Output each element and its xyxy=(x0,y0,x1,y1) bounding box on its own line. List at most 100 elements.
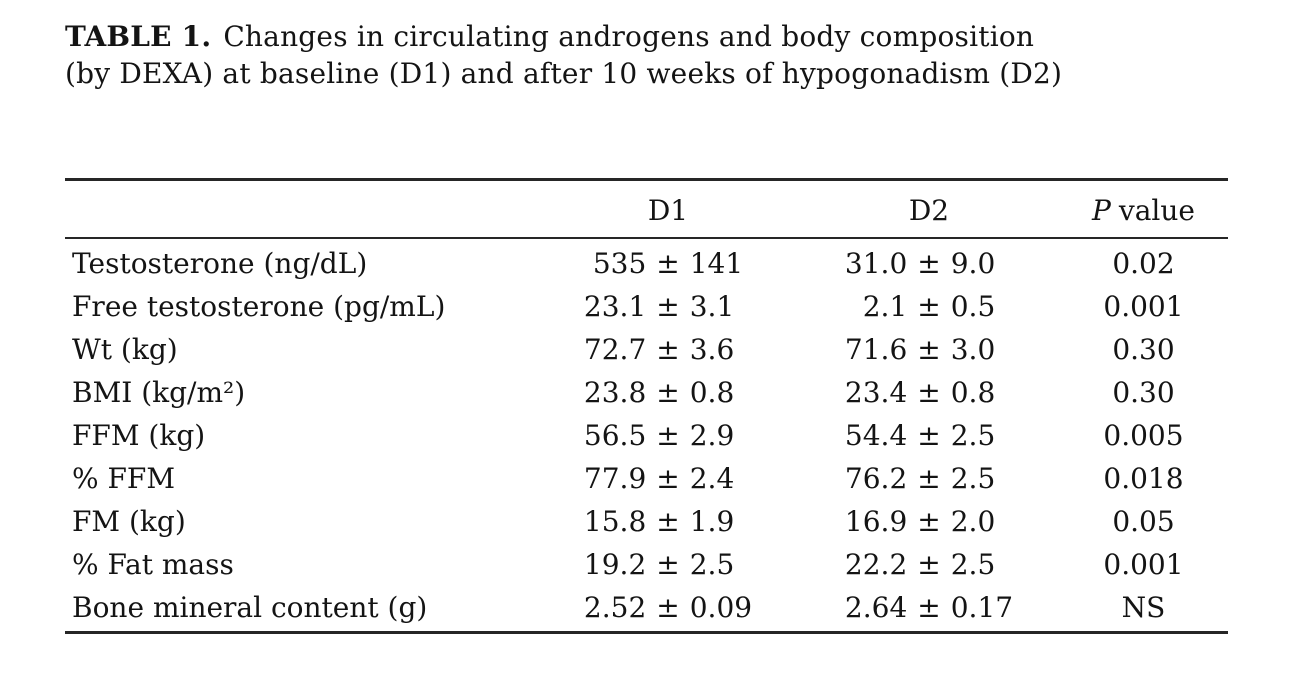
d1-cell: 2.52 ±0.09 xyxy=(537,586,799,633)
plus-minus: ± xyxy=(917,376,941,409)
sd-value: 2.9 xyxy=(689,419,735,452)
table-row: % Fat mass 19.2 ±2.5 22.2 ±2.5 0.001 xyxy=(65,543,1228,586)
d1-cell: 23.1 ±3.1 xyxy=(537,285,799,328)
plus-minus: ± xyxy=(917,333,941,366)
plus-minus: ± xyxy=(656,290,680,323)
p-value-cell: 0.30 xyxy=(1112,376,1175,409)
sd-value: 3.0 xyxy=(950,333,996,366)
plus-minus: ± xyxy=(656,247,680,280)
d1-cell: 56.5 ±2.9 xyxy=(537,414,799,457)
plus-minus: ± xyxy=(656,333,680,366)
table-row: FM (kg) 15.8 ±1.9 16.9 ±2.0 0.05 xyxy=(65,500,1228,543)
plus-minus: ± xyxy=(656,591,680,624)
mean-value: 31.0 xyxy=(844,247,908,280)
plus-minus: ± xyxy=(917,505,941,538)
table-row: BMI (kg/m²) 23.8 ±0.8 23.4 ±0.8 0.30 xyxy=(65,371,1228,414)
d2-cell: 76.2 ±2.5 xyxy=(799,457,1059,500)
row-label: % FFM xyxy=(72,462,176,495)
sd-value: 141 xyxy=(689,247,744,280)
row-label: FM (kg) xyxy=(72,505,186,538)
mean-value: 77.9 xyxy=(583,462,647,495)
d1-cell: 72.7 ±3.6 xyxy=(537,328,799,371)
sd-value: 0.09 xyxy=(689,591,753,624)
plus-minus: ± xyxy=(917,462,941,495)
row-label: Wt (kg) xyxy=(72,333,178,366)
d2-cell: 22.2 ±2.5 xyxy=(799,543,1059,586)
sd-value: 2.5 xyxy=(950,462,996,495)
plus-minus: ± xyxy=(656,376,680,409)
d1-cell: 23.8 ±0.8 xyxy=(537,371,799,414)
p-value-word: value xyxy=(1118,194,1195,227)
mean-value: 23.4 xyxy=(844,376,908,409)
mean-value: 76.2 xyxy=(844,462,908,495)
mean-value: 23.1 xyxy=(583,290,647,323)
caption-text: Changes in circulating androgens and bod… xyxy=(65,20,1063,90)
p-value-cell: NS xyxy=(1121,591,1166,624)
plus-minus: ± xyxy=(656,462,680,495)
sd-value: 0.17 xyxy=(950,591,1014,624)
sd-value: 2.5 xyxy=(950,548,996,581)
plus-minus: ± xyxy=(917,247,941,280)
row-label: FFM (kg) xyxy=(72,419,206,452)
row-label: Testosterone (ng/dL) xyxy=(72,247,368,280)
sd-value: 3.1 xyxy=(689,290,735,323)
p-value-cell: 0.005 xyxy=(1103,419,1184,452)
plus-minus: ± xyxy=(656,419,680,452)
p-value-cell: 0.30 xyxy=(1112,333,1175,366)
d2-cell: 54.4 ±2.5 xyxy=(799,414,1059,457)
plus-minus: ± xyxy=(917,548,941,581)
d1-cell: 19.2 ±2.5 xyxy=(537,543,799,586)
mean-value: 54.4 xyxy=(844,419,908,452)
d1-cell: 535 ±141 xyxy=(537,238,799,285)
sd-value: 2.0 xyxy=(950,505,996,538)
table-row: Testosterone (ng/dL) 535 ±141 31.0 ±9.0 0.… xyxy=(65,238,1228,285)
sd-value: 1.9 xyxy=(689,505,735,538)
sd-value: 2.4 xyxy=(689,462,735,495)
sd-value: 0.8 xyxy=(689,376,735,409)
d2-cell: 16.9 ±2.0 xyxy=(799,500,1059,543)
d1-cell: 77.9 ±2.4 xyxy=(537,457,799,500)
table-row: FFM (kg) 56.5 ±2.9 54.4 ±2.5 0.005 xyxy=(65,414,1228,457)
mean-value: 535 xyxy=(592,247,647,280)
caption-label: TABLE 1. xyxy=(65,20,212,53)
mean-value: 23.8 xyxy=(583,376,647,409)
mean-value: 2.52 xyxy=(583,591,647,624)
mean-value: 15.8 xyxy=(583,505,647,538)
mean-value: 72.7 xyxy=(583,333,647,366)
p-value-cell: 0.02 xyxy=(1112,247,1175,280)
mean-value: 2.1 xyxy=(862,290,908,323)
mean-value: 16.9 xyxy=(844,505,908,538)
col-header-d2: D2 xyxy=(799,179,1059,239)
plus-minus: ± xyxy=(656,505,680,538)
d2-cell: 2.64 ±0.17 xyxy=(799,586,1059,633)
p-value-cell: 0.05 xyxy=(1112,505,1175,538)
d2-cell: 31.0 ±9.0 xyxy=(799,238,1059,285)
row-label: BMI (kg/m²) xyxy=(72,376,246,409)
mean-value: 71.6 xyxy=(844,333,908,366)
table-row: Free testosterone (pg/mL) 23.1 ±3.1 2.1 ±0… xyxy=(65,285,1228,328)
sd-value: 0.5 xyxy=(950,290,996,323)
table-caption: TABLE 1. Changes in circulating androgens… xyxy=(65,18,1065,92)
d2-cell: 23.4 ±0.8 xyxy=(799,371,1059,414)
table-row: Bone mineral content (g) 2.52 ±0.09 2.64 ±… xyxy=(65,586,1228,633)
sd-value: 0.8 xyxy=(950,376,996,409)
col-header-d1: D1 xyxy=(537,179,799,239)
plus-minus: ± xyxy=(656,548,680,581)
mean-value: 22.2 xyxy=(844,548,908,581)
plus-minus: ± xyxy=(917,591,941,624)
sd-value: 3.6 xyxy=(689,333,735,366)
row-label: % Fat mass xyxy=(72,548,234,581)
plus-minus: ± xyxy=(917,290,941,323)
p-italic: P xyxy=(1092,194,1111,227)
table-row: % FFM 77.9 ±2.4 76.2 ±2.5 0.018 xyxy=(65,457,1228,500)
sd-value: 2.5 xyxy=(689,548,735,581)
p-value-cell: 0.001 xyxy=(1103,548,1184,581)
col-header-empty xyxy=(65,179,537,239)
mean-value: 2.64 xyxy=(844,591,908,624)
d2-cell: 2.1 ±0.5 xyxy=(799,285,1059,328)
